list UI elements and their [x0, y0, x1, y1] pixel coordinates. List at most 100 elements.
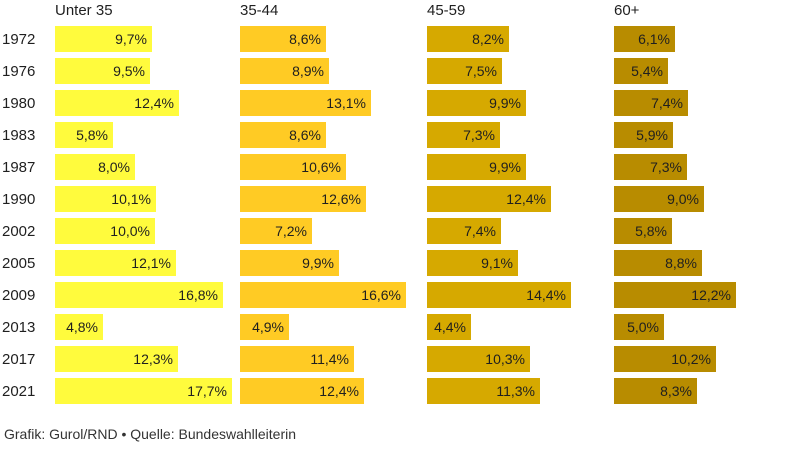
data-label: 8,6%: [289, 31, 321, 47]
year-label: 1990: [2, 191, 35, 208]
bar: [240, 378, 364, 404]
bar: [55, 282, 223, 308]
bar: [55, 26, 152, 52]
bar: [55, 122, 113, 148]
year-label: 2017: [2, 351, 35, 368]
bar: [240, 314, 289, 340]
bar: [427, 218, 501, 244]
year-label: 1972: [2, 31, 35, 48]
data-label: 4,8%: [66, 319, 98, 335]
data-label: 11,4%: [310, 351, 349, 367]
bar: [240, 26, 326, 52]
data-label: 17,7%: [187, 383, 227, 399]
bar: [55, 346, 178, 372]
data-label: 9,5%: [113, 63, 145, 79]
bar: [55, 90, 179, 116]
year-label: 2005: [2, 255, 35, 272]
data-label: 9,9%: [302, 255, 334, 271]
data-label: 9,9%: [489, 95, 521, 111]
data-label: 12,4%: [506, 191, 546, 207]
data-label: 12,4%: [319, 383, 359, 399]
bar: [427, 186, 551, 212]
data-label: 7,2%: [275, 223, 307, 239]
bar: [55, 378, 232, 404]
bar: [240, 250, 339, 276]
bar: [614, 378, 697, 404]
data-label: 14,4%: [526, 287, 566, 303]
data-label: 8,2%: [472, 31, 504, 47]
year-label: 1987: [2, 159, 35, 176]
data-label: 5,8%: [635, 223, 667, 239]
bar: [427, 154, 526, 180]
data-label: 8,9%: [292, 63, 324, 79]
bar: [240, 218, 312, 244]
bar: [427, 378, 540, 404]
year-label: 1983: [2, 127, 35, 144]
data-label: 8,8%: [665, 255, 697, 271]
data-label: 7,3%: [650, 159, 682, 175]
data-label: 13,1%: [326, 95, 366, 111]
bar: [614, 58, 668, 84]
data-label: 10,0%: [110, 223, 150, 239]
data-label: 10,6%: [301, 159, 341, 175]
year-label: 2021: [2, 383, 35, 400]
data-label: 4,9%: [252, 319, 284, 335]
data-label: 7,4%: [651, 95, 683, 111]
bar: [427, 90, 526, 116]
data-label: 6,1%: [638, 31, 670, 47]
data-label: 10,3%: [485, 351, 525, 367]
data-label: 12,3%: [133, 351, 173, 367]
data-label: 10,2%: [671, 351, 711, 367]
bar: [55, 250, 176, 276]
data-label: 7,5%: [465, 63, 497, 79]
data-label: 9,1%: [481, 255, 513, 271]
year-label: 1976: [2, 63, 35, 80]
data-label: 9,0%: [667, 191, 699, 207]
bar: [240, 122, 326, 148]
data-label: 4,4%: [434, 319, 466, 335]
data-label: 8,0%: [98, 159, 130, 175]
bar: [614, 346, 716, 372]
bar: [427, 314, 471, 340]
bar: [614, 26, 675, 52]
panel-title: 35-44: [240, 2, 278, 19]
data-label: 9,9%: [489, 159, 521, 175]
panel-title: Unter 35: [55, 2, 113, 19]
bar: [55, 58, 150, 84]
bar: [240, 346, 354, 372]
data-label: 7,4%: [464, 223, 496, 239]
chart: 1972 1976 1980 1983 1987 1990 2002 2005 2009 2013…: [2, 2, 736, 404]
bar: [427, 282, 571, 308]
bar: [427, 26, 509, 52]
data-label: 12,1%: [131, 255, 171, 271]
bar: [614, 218, 672, 244]
data-label: 11,3%: [496, 383, 535, 399]
data-label: 12,2%: [691, 287, 731, 303]
bar: [55, 154, 135, 180]
bar: [614, 250, 702, 276]
bar: [240, 58, 329, 84]
bar: [427, 250, 518, 276]
bar: [614, 186, 704, 212]
panel-title: 45-59: [427, 2, 465, 19]
bar: [427, 122, 500, 148]
bar: [427, 58, 502, 84]
bar: [55, 314, 103, 340]
bar: [240, 154, 346, 180]
data-label: 5,4%: [631, 63, 663, 79]
bar: [240, 282, 406, 308]
bar: [614, 90, 688, 116]
data-label: 16,6%: [361, 287, 401, 303]
data-label: 9,7%: [115, 31, 147, 47]
bar: [55, 218, 155, 244]
year-label: 2002: [2, 223, 35, 240]
bar: [240, 90, 371, 116]
data-label: 12,6%: [321, 191, 361, 207]
data-label: 5,0%: [627, 319, 659, 335]
panel-title: 60+: [614, 2, 640, 19]
data-label: 16,8%: [178, 287, 218, 303]
data-label: 8,6%: [289, 127, 321, 143]
bar: [427, 346, 530, 372]
year-label: 1980: [2, 95, 35, 112]
bar: [614, 154, 687, 180]
